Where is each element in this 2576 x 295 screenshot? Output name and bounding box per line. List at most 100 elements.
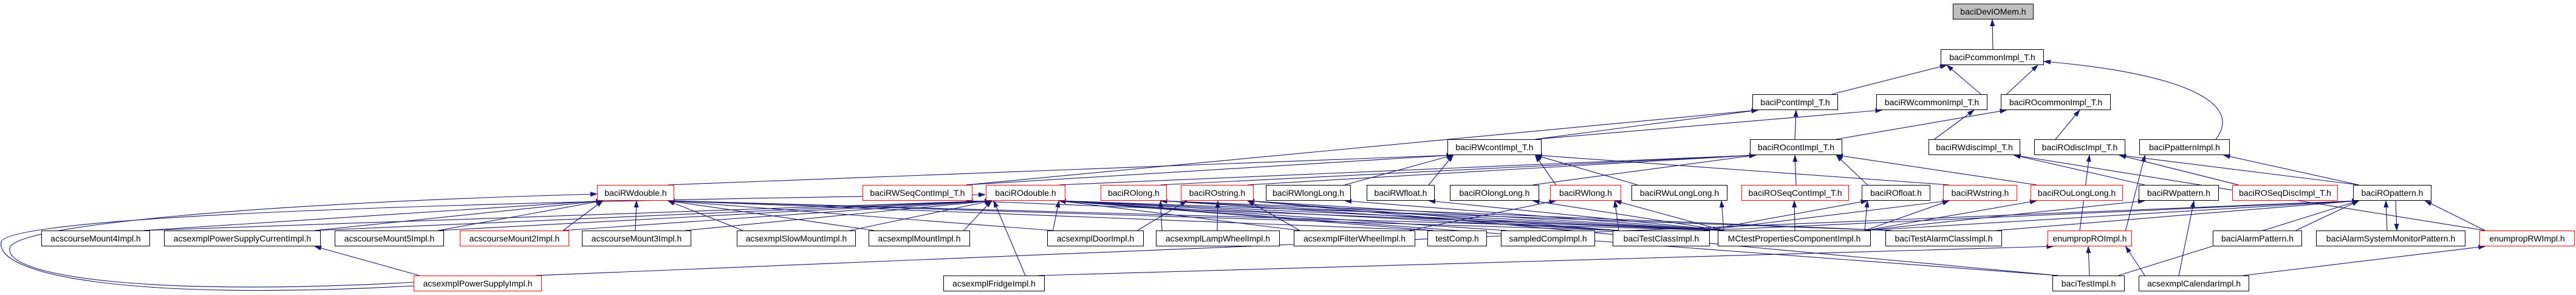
node-baciROlong-h[interactable]: baciROlong.h <box>1101 185 1167 201</box>
edge-mcTest-to-rwPattern <box>1864 199 2145 231</box>
edge-mount5-to-rwDouble <box>437 200 604 231</box>
edge-calendar-to-enumRO <box>2125 246 2145 276</box>
node-acsexmplFilterWheelImpl-h[interactable]: acsexmplFilterWheelImpl.h <box>1294 231 1415 246</box>
node-baciRWcommonImpl_T-h[interactable]: baciRWcommonImpl_T.h <box>1876 94 1987 110</box>
node-baciROdouble-h[interactable]: baciROdouble.h <box>986 185 1065 201</box>
edge-roPattern-to-rodisc <box>2119 153 2359 186</box>
node-sampledCompImpl-h[interactable]: sampledCompImpl.h <box>1501 231 1595 246</box>
node-baciRWlong-h[interactable]: baciRWlong.h <box>1550 185 1621 201</box>
edge-testClass-to-rwDouble <box>667 198 1619 231</box>
edge-mount3-to-roDouble <box>685 199 992 231</box>
edge-testClass-to-roFloat <box>1703 200 1868 231</box>
node-baciRWdiscImpl_T-h[interactable]: baciRWdiscImpl_T.h <box>1929 139 2020 155</box>
edge-roLongLong-to-rocont <box>1532 153 1757 186</box>
node-acscourseMount4Impl-h[interactable]: acscourseMount4Impl.h <box>41 231 150 246</box>
node-baciAlarmPattern-h[interactable]: baciAlarmPattern.h <box>2213 231 2302 246</box>
node-baciPcontImpl_T-h[interactable]: baciPcontImpl_T.h <box>1752 94 1838 110</box>
node-baciRWSeqContImpl_T-h[interactable]: baciRWSeqContImpl_T.h <box>863 185 972 201</box>
node-baciROcommonImpl_T-h[interactable]: baciROcommonImpl_T.h <box>2001 94 2111 110</box>
edge-rocont-to-rocommon <box>1836 108 2007 140</box>
node-baciROstring-h[interactable]: baciROstring.h <box>1181 185 1254 201</box>
edge-mount5-to-roDouble <box>437 198 992 231</box>
node-baciTestAlarmClassImpl-h[interactable]: baciTestAlarmClassImpl.h <box>1885 231 2002 246</box>
edge-roString-to-rocont <box>1247 153 1757 186</box>
edge-mount2-to-roDouble <box>562 198 992 231</box>
edge-testAlarm-to-roPattern <box>1995 198 2360 231</box>
edge-testClass-to-roPattern <box>1703 198 2360 231</box>
edge-ppattern-to-pcommon <box>2043 59 2223 140</box>
edge-mount2-to-rwDouble <box>562 200 604 231</box>
edge-testComp-to-rwDouble <box>667 198 1434 231</box>
edge-door-to-rwDouble <box>667 198 1053 231</box>
node-acsexmplPowerSupplyCurrentImpl-h[interactable]: acsexmplPowerSupplyCurrentImpl.h <box>164 231 321 246</box>
edge-baciTest-to-enumRO <box>2086 246 2091 276</box>
edge-roULongLong-to-rocont <box>1836 153 2037 186</box>
node-baciRWpattern-h[interactable]: baciRWpattern.h <box>2139 185 2219 201</box>
edge-rwULongLong-to-rwcont <box>1534 154 1638 186</box>
edge-roSeqCont-to-rocont <box>1792 154 1798 186</box>
edge-psImpl-to-psCurrent <box>314 246 420 276</box>
node-baciRWfloat-h[interactable]: baciRWfloat.h <box>1367 185 1435 201</box>
node-baciPpatternImpl-h[interactable]: baciPpatternImpl.h <box>2139 139 2230 155</box>
node-baciROpattern-h[interactable]: baciROpattern.h <box>2353 185 2431 201</box>
node-acsexmplCalendarImpl-h[interactable]: acsexmplCalendarImpl.h <box>2139 276 2249 291</box>
node-acsexmplFridgeImpl-h[interactable]: acsexmplFridgeImpl.h <box>943 276 1045 291</box>
edge-testAlarm-to-roLong <box>1160 198 1892 231</box>
edge-mount-to-roDouble <box>963 200 992 231</box>
edge-alarmPattern-to-roPattern <box>2295 200 2360 231</box>
edge-rwDouble-to-rwcont <box>668 153 1454 186</box>
edge-mcTest-to-rwFloat <box>1428 199 1724 231</box>
edge-rwLongLong-to-rwcont <box>1344 154 1454 186</box>
edge-roDouble-to-rocont <box>1059 153 1757 186</box>
node-baciAlarmSystemMonitorPattern-h[interactable]: baciAlarmSystemMonitorPattern.h <box>2316 231 2465 246</box>
edge-enumRO-to-ppattern <box>2125 154 2146 231</box>
node-baciRWuLongLong-h[interactable]: baciRWuLongLong.h <box>1631 185 1727 201</box>
node-baciROSeqDiscImpl_T-h[interactable]: baciROSeqDiscImpl_T.h <box>2232 185 2338 201</box>
node-enumpropRWImpl-h[interactable]: enumpropRWImpl.h <box>2479 231 2575 246</box>
edge-roSeqDisc-to-rodisc <box>2119 154 2239 186</box>
edge-mount3-to-rwDouble <box>634 200 639 231</box>
node-acscourseMount3Impl-h[interactable]: acscourseMount3Impl.h <box>582 231 691 246</box>
node-testComp-h[interactable]: testComp.h <box>1427 231 1487 246</box>
node-baciROcontImpl_T-h[interactable]: baciROcontImpl_T.h <box>1750 139 1842 155</box>
edge-psCurrent-to-roDouble <box>314 198 992 231</box>
edge-rwcommon-to-pcommon <box>1946 64 1981 95</box>
edge-rwString-to-rwcont <box>1534 153 1950 186</box>
edge-door-to-roString <box>1137 200 1187 231</box>
edge-enumRW-to-roPattern <box>2424 200 2485 231</box>
node-acsexmplLampWheelImpl-h[interactable]: acsexmplLampWheelImpl.h <box>1156 231 1280 246</box>
edge-sampledComp-to-roDouble <box>1058 198 1507 231</box>
node-enumpropROImpl-h[interactable]: enumpropROImpl.h <box>2048 231 2132 246</box>
node-baciRWlongLong-h[interactable]: baciRWlongLong.h <box>1266 185 1351 201</box>
node-baciROlongLong-h[interactable]: baciROlongLong.h <box>1450 185 1539 201</box>
edge-mcTest-to-roDouble <box>1058 198 1724 231</box>
node-acsexmplPowerSupplyImpl-h[interactable]: acsexmplPowerSupplyImpl.h <box>414 276 542 291</box>
node-baciRWcontImpl_T-h[interactable]: baciRWcontImpl_T.h <box>1447 139 1542 155</box>
node-acsexmplSlowMountImpl-h[interactable]: acsexmplSlowMountImpl.h <box>737 231 856 246</box>
node-baciPcommonImpl_T-h[interactable]: baciPcommonImpl_T.h <box>1941 49 2044 65</box>
edge-mcTest-to-roULongLong <box>1864 199 2037 231</box>
node-baciDevIOMem-h[interactable]: baciDevIOMem.h <box>1953 4 2034 19</box>
node-baciROSeqContImpl_T-h[interactable]: baciROSeqContImpl_T.h <box>1741 185 1849 201</box>
node-baciROuLongLong-h[interactable]: baciROuLongLong.h <box>2031 185 2123 201</box>
edge-calendar-to-enumRW <box>2243 245 2486 276</box>
edge-mcTest-to-rwString <box>1864 200 1950 231</box>
node-baciROdiscImpl_T-h[interactable]: baciROdiscImpl_T.h <box>2034 139 2125 155</box>
node-acsexmplMountImpl-h[interactable]: acsexmplMountImpl.h <box>869 231 970 246</box>
node-MCtestPropertiesComponentImpl-h[interactable]: MCtestPropertiesComponentImpl.h <box>1718 231 1871 246</box>
node-baciROfloat-h[interactable]: baciROfloat.h <box>1862 185 1930 201</box>
node-baciTestImpl-h[interactable]: baciTestImpl.h <box>2052 276 2125 291</box>
edge-rodisc-to-rocommon <box>2055 109 2080 140</box>
node-acsexmplDoorImpl-h[interactable]: acsexmplDoorImpl.h <box>1047 231 1144 246</box>
edge-rocommon-to-pcommon <box>2006 64 2038 95</box>
edge-alarmSysMon-to-roPattern <box>2383 200 2389 231</box>
node-baciTestClassImpl-h[interactable]: baciTestClassImpl.h <box>1613 231 1710 246</box>
edge-slowMount-to-rwDouble <box>667 200 743 231</box>
edge-slowMount-to-roDouble <box>849 200 992 231</box>
node-baciRWdouble-h[interactable]: baciRWdouble.h <box>597 185 674 201</box>
edge-rwcont-to-pcont <box>1535 108 1759 140</box>
node-acscourseMount2Impl-h[interactable]: acscourseMount2Impl.h <box>460 231 569 246</box>
node-acscourseMount5Impl-h[interactable]: acscourseMount5Impl.h <box>335 231 444 246</box>
node-baciRWstring-h[interactable]: baciRWstring.h <box>1943 185 2017 201</box>
